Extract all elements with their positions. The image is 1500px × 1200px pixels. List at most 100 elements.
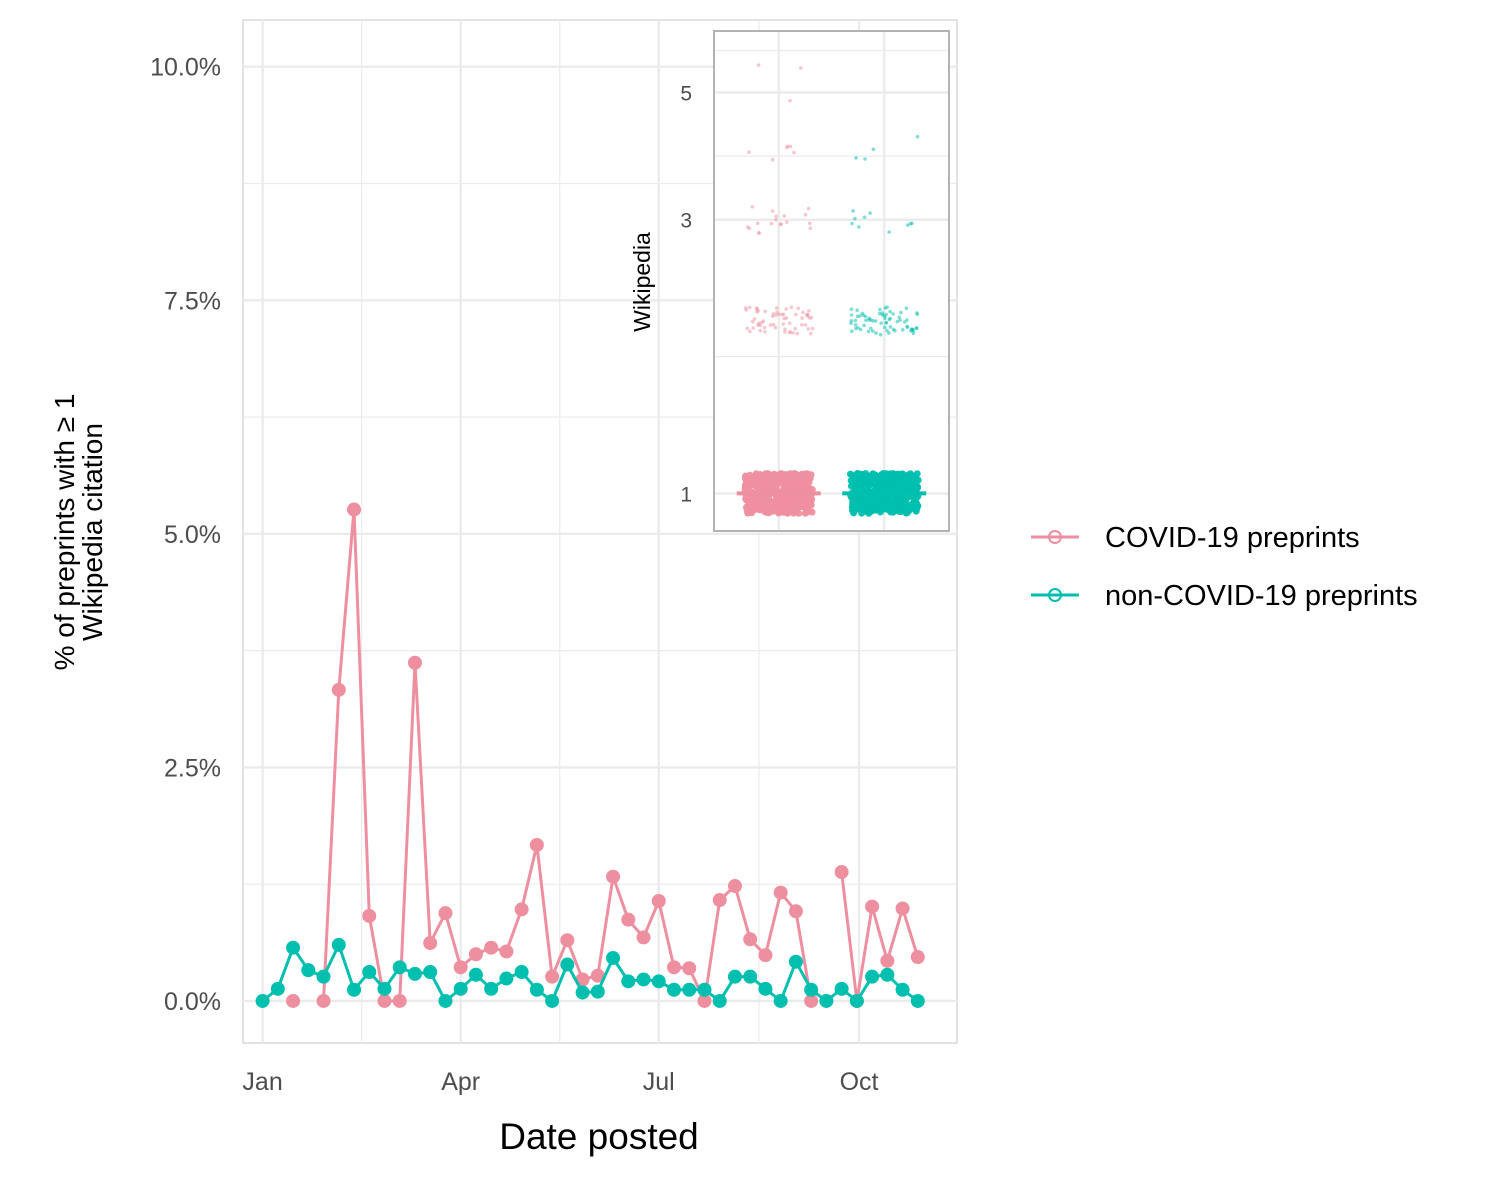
inset-point xyxy=(883,325,887,330)
data-point xyxy=(606,950,621,965)
data-point xyxy=(865,899,880,914)
data-point xyxy=(865,969,880,984)
inset-point xyxy=(905,318,909,322)
data-point xyxy=(468,967,483,982)
inset-group-covid xyxy=(736,63,821,517)
inset-point xyxy=(801,310,805,315)
data-point xyxy=(316,993,331,1008)
inset-point xyxy=(808,221,812,226)
inset-point xyxy=(902,496,910,504)
inset-point xyxy=(786,496,794,504)
inset-point xyxy=(853,216,857,221)
inset-point xyxy=(795,331,800,336)
inset-point xyxy=(770,499,778,507)
inset-y-axis-title: Wikipedia xyxy=(629,232,655,332)
inset-point xyxy=(770,505,778,513)
data-point xyxy=(347,502,362,517)
inset-point xyxy=(899,310,903,315)
data-point xyxy=(316,969,331,984)
main-series-layer xyxy=(255,502,925,1008)
data-point xyxy=(758,981,773,996)
inset-point xyxy=(807,498,815,506)
inset-point xyxy=(885,328,889,333)
x-tick-labels: Jan Apr Jul Oct xyxy=(242,1068,878,1096)
inset-point xyxy=(806,327,811,331)
inset-points-layer xyxy=(736,63,927,517)
inset-point xyxy=(771,312,776,316)
inset-point xyxy=(762,480,770,488)
inset-point xyxy=(869,318,873,322)
inset-point xyxy=(858,509,866,517)
inset-point xyxy=(854,326,858,331)
data-point xyxy=(682,982,697,997)
inset-group-non-covid xyxy=(842,134,927,517)
inset-point xyxy=(853,318,858,323)
inset-point xyxy=(798,477,806,485)
data-point xyxy=(362,908,377,923)
data-point xyxy=(804,993,819,1008)
inset-point xyxy=(847,470,854,478)
data-point xyxy=(773,885,788,900)
inset-point xyxy=(878,332,883,337)
data-point xyxy=(545,969,560,984)
inset-point xyxy=(847,482,855,490)
data-point xyxy=(499,944,514,959)
inset-point xyxy=(906,223,910,227)
inset-point xyxy=(860,311,864,316)
series-line xyxy=(840,871,920,1003)
inset-point xyxy=(894,481,902,489)
inset-point xyxy=(877,311,882,316)
inset-point xyxy=(915,311,919,315)
data-point xyxy=(545,993,560,1008)
inset-point xyxy=(887,317,892,322)
inset-y-tick-label: 5 xyxy=(680,82,692,105)
data-point xyxy=(682,961,697,976)
inset-point xyxy=(855,314,860,319)
inset-point xyxy=(775,503,783,511)
inset-point xyxy=(783,327,787,332)
inset-point xyxy=(774,306,779,310)
inset-point xyxy=(849,319,854,323)
inset-point xyxy=(761,319,766,323)
data-point xyxy=(347,982,362,997)
inset-point xyxy=(793,326,797,331)
inset-point xyxy=(758,323,763,328)
data-point xyxy=(499,971,514,986)
inset-point xyxy=(868,211,872,215)
inset-point xyxy=(882,483,890,491)
data-point xyxy=(423,964,438,979)
x-axis-title: Date posted xyxy=(499,1116,699,1157)
data-point xyxy=(377,993,392,1008)
inset-point xyxy=(763,330,767,334)
inset-point xyxy=(891,312,895,316)
data-point xyxy=(667,960,682,975)
data-point xyxy=(529,982,544,997)
inset-point xyxy=(742,472,750,480)
data-point xyxy=(895,901,910,916)
inset-point xyxy=(767,476,775,484)
inset-point xyxy=(880,505,887,513)
inset-y-tick-label: 1 xyxy=(680,483,692,506)
inset-point xyxy=(782,507,789,515)
x-tick-label: Jul xyxy=(643,1068,675,1096)
inset-point xyxy=(902,482,910,490)
inset-point xyxy=(748,329,752,334)
legend-label-covid: COVID-19 preprints xyxy=(1105,522,1360,554)
inset-point xyxy=(855,504,863,512)
inset-point xyxy=(800,499,808,507)
data-point xyxy=(727,879,742,894)
y-tick-label: 0.0% xyxy=(164,988,221,1016)
x-tick-label: Apr xyxy=(441,1068,480,1096)
inset-point xyxy=(850,509,858,517)
inset-y-tick-label: 3 xyxy=(680,210,692,233)
y-tick-label: 10.0% xyxy=(150,54,221,82)
data-point xyxy=(484,981,499,996)
data-point xyxy=(788,954,803,969)
inset-point xyxy=(774,218,778,222)
inset-point xyxy=(744,483,752,491)
data-point xyxy=(758,948,773,963)
legend-item-non-covid: non-COVID-19 preprints xyxy=(1031,580,1418,612)
data-point xyxy=(804,982,819,997)
legend: COVID-19 preprints non-COVID-19 preprint… xyxy=(1031,522,1418,612)
inset-point xyxy=(808,508,816,516)
